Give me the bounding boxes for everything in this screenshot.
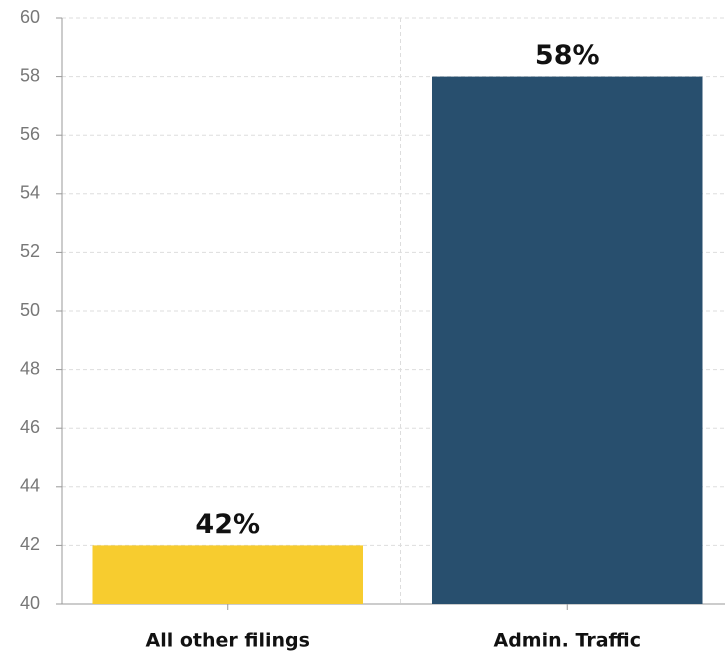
value-label: 58% bbox=[535, 40, 600, 71]
y-tick-label: 58 bbox=[20, 65, 40, 85]
value-label: 42% bbox=[195, 509, 260, 540]
x-tick-label: All other filings bbox=[146, 630, 310, 652]
y-tick-label: 60 bbox=[20, 7, 40, 27]
x-tick-label: Admin. Traffic bbox=[494, 630, 642, 652]
y-tick-label: 48 bbox=[20, 358, 40, 378]
y-tick-label: 46 bbox=[20, 417, 40, 437]
y-tick-label: 50 bbox=[20, 300, 40, 320]
bar bbox=[431, 76, 703, 605]
bar bbox=[92, 545, 364, 604]
y-tick-label: 42 bbox=[20, 534, 40, 554]
y-tick-label: 44 bbox=[20, 476, 40, 496]
y-tick-label: 52 bbox=[20, 241, 40, 261]
y-tick-label: 54 bbox=[20, 183, 40, 203]
y-tick-label: 40 bbox=[20, 593, 40, 613]
y-tick-label: 56 bbox=[20, 124, 40, 144]
